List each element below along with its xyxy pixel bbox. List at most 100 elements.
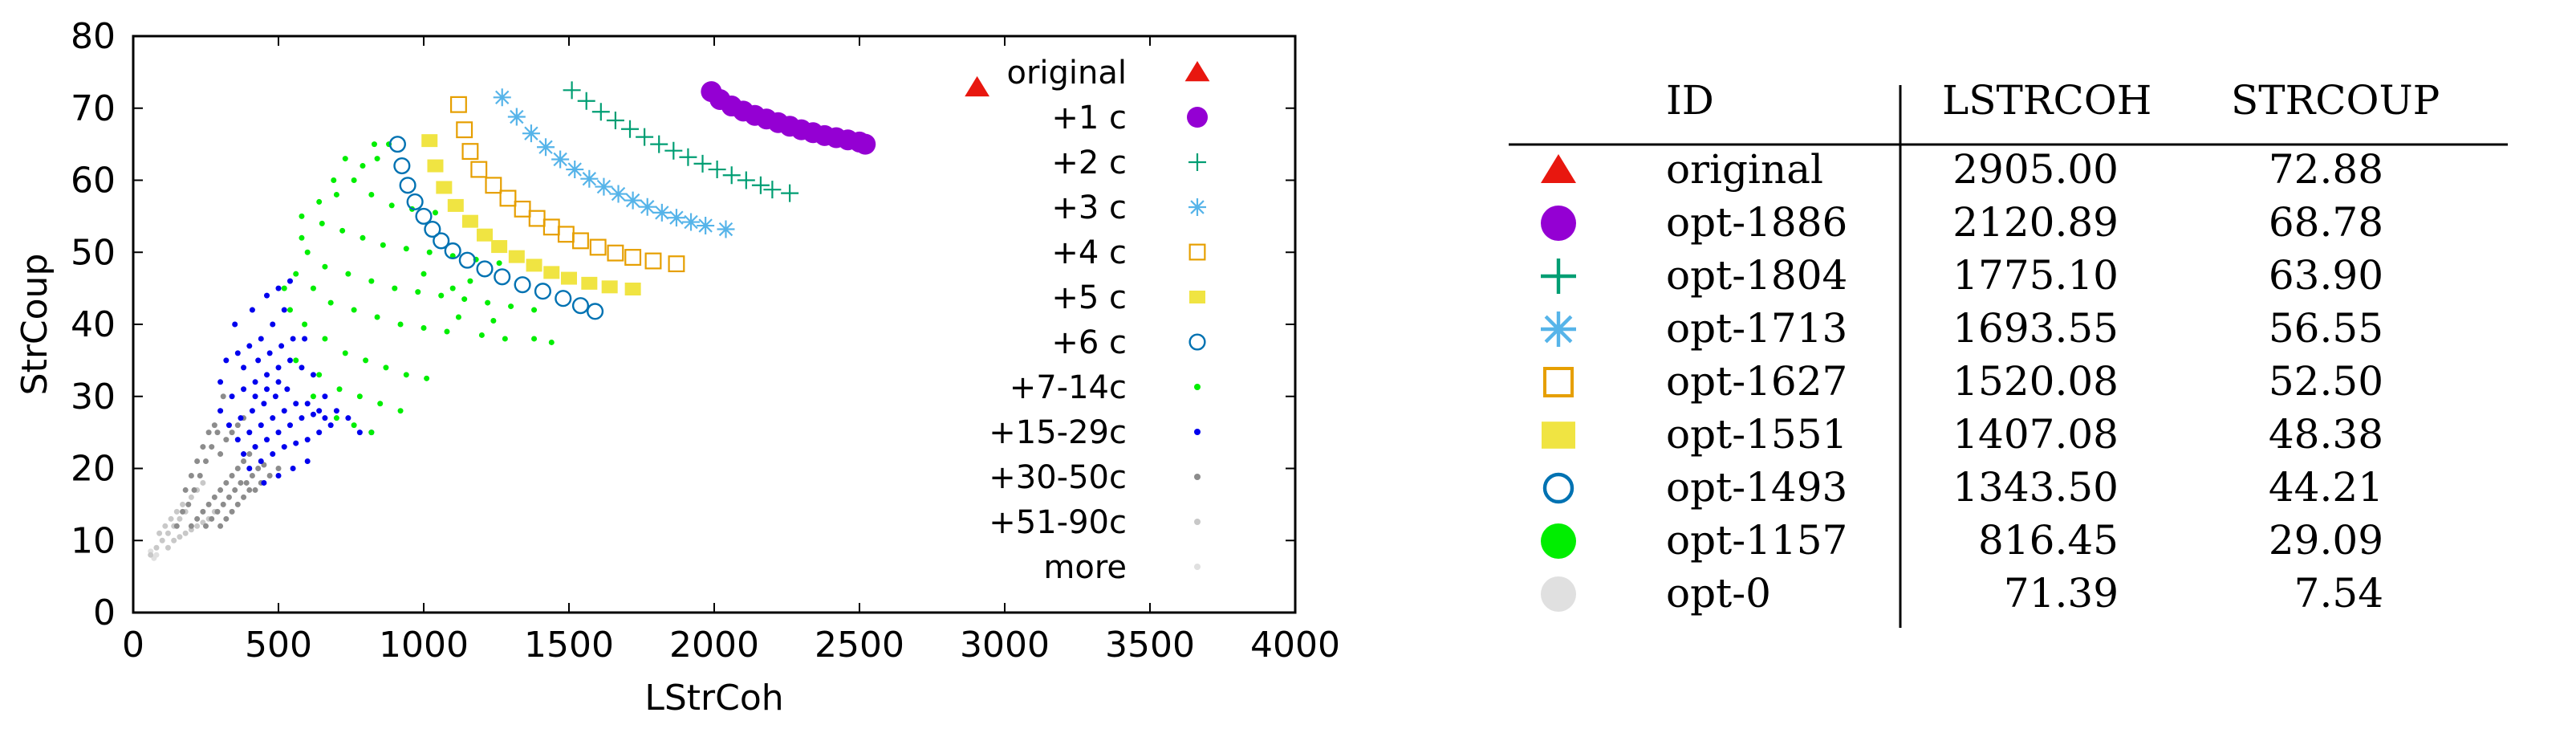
data-point (636, 128, 654, 146)
data-point (508, 303, 514, 310)
data-point (333, 408, 339, 414)
table-row: opt-1551 1407.08 48.38 (1542, 411, 2383, 458)
data-point (491, 240, 508, 254)
data-point (299, 234, 305, 241)
data-point (200, 508, 206, 515)
x-axis-label: LStrCoh (644, 678, 783, 719)
data-point (217, 379, 224, 385)
y-tick-label: 70 (71, 88, 116, 129)
data-point (322, 393, 328, 400)
data-point (275, 472, 282, 478)
data-point (286, 422, 293, 429)
x-tick-label: 1500 (524, 625, 614, 666)
data-point (514, 200, 531, 218)
data-point (252, 393, 258, 400)
data-point (644, 252, 662, 270)
data-point (572, 232, 589, 250)
data-point (217, 408, 224, 414)
data-point (234, 350, 241, 356)
data-point (290, 466, 296, 471)
data-point (397, 408, 404, 414)
legend-marker (1189, 291, 1205, 303)
data-point (455, 314, 461, 320)
data-point (214, 430, 221, 436)
row-marker (1541, 206, 1576, 241)
data-point (424, 220, 441, 238)
data-point (275, 379, 282, 385)
data-point (223, 357, 230, 364)
data-point (275, 466, 282, 471)
data-point (286, 278, 293, 284)
row-marker (1541, 576, 1576, 612)
legend-label: +6 c (1051, 324, 1127, 361)
x-tick-label: 3000 (960, 625, 1050, 666)
data-point (241, 386, 247, 393)
ticks: 0 500 1000 1500 2000 2500 3000 3500 4000 0 10 20 30 4… (71, 16, 1340, 666)
data-point (508, 250, 525, 263)
data-point (377, 401, 384, 407)
data-point (548, 339, 555, 345)
scatter-chart: 0 500 1000 1500 2000 2500 3000 3500 4000 0 10 20 30 4… (14, 16, 1340, 719)
table-row: original 2905.00 72.88 (1541, 146, 2383, 193)
data-point (526, 259, 542, 272)
row-lstrcoh: 1343.50 (1952, 464, 2119, 511)
data-point (310, 372, 316, 378)
results-table: ID LSTRCOH STRCOUP original 2905.00 72.88o… (1509, 77, 2508, 628)
series-+3 c (493, 88, 735, 238)
data-point (246, 466, 253, 471)
data-point (316, 430, 323, 436)
data-point (624, 283, 641, 296)
legend-label: +15-29c (989, 414, 1127, 451)
data-point (168, 515, 174, 522)
data-point (197, 472, 203, 478)
data-point (203, 458, 209, 465)
data-point (217, 487, 224, 493)
data-point (388, 136, 406, 153)
data-point (302, 336, 308, 342)
data-point (316, 408, 323, 414)
data-point (180, 508, 186, 515)
series-+2 c (563, 81, 799, 202)
data-point (485, 177, 502, 194)
data-point (421, 271, 427, 277)
legend-label: +30-50c (989, 459, 1127, 496)
data-point (421, 324, 427, 331)
data-point (180, 501, 186, 507)
series-+6 c (388, 136, 604, 320)
series-+7-14c (281, 141, 555, 436)
data-point (281, 408, 287, 414)
data-point (316, 198, 323, 205)
legend-marker (1194, 474, 1201, 480)
data-point (220, 501, 226, 507)
legend-marker (1194, 519, 1201, 525)
data-point (270, 321, 276, 328)
data-point (229, 472, 235, 478)
data-point (965, 75, 990, 97)
data-point (493, 88, 511, 107)
data-point (252, 379, 258, 385)
data-point (333, 191, 339, 197)
row-lstrcoh: 1407.08 (1952, 411, 2119, 458)
data-point (258, 336, 264, 342)
data-point (624, 249, 642, 266)
data-point (737, 171, 755, 189)
data-point (252, 487, 258, 493)
data-point (502, 336, 508, 342)
data-point (522, 124, 540, 143)
data-point (374, 156, 380, 162)
data-point (232, 487, 238, 493)
data-point (638, 197, 656, 216)
data-point (624, 191, 642, 210)
row-marker (1543, 367, 1574, 397)
data-point (763, 181, 782, 199)
data-point (304, 458, 311, 465)
y-tick-label: 30 (71, 377, 116, 417)
data-point (191, 487, 197, 493)
data-point (286, 357, 293, 364)
data-point (226, 494, 232, 500)
data-point (293, 271, 299, 277)
data-point (356, 430, 363, 436)
y-axis-label: StrCoup (14, 254, 55, 396)
data-point (241, 451, 247, 458)
table-row: opt-1886 2120.89 68.78 (1541, 199, 2383, 246)
